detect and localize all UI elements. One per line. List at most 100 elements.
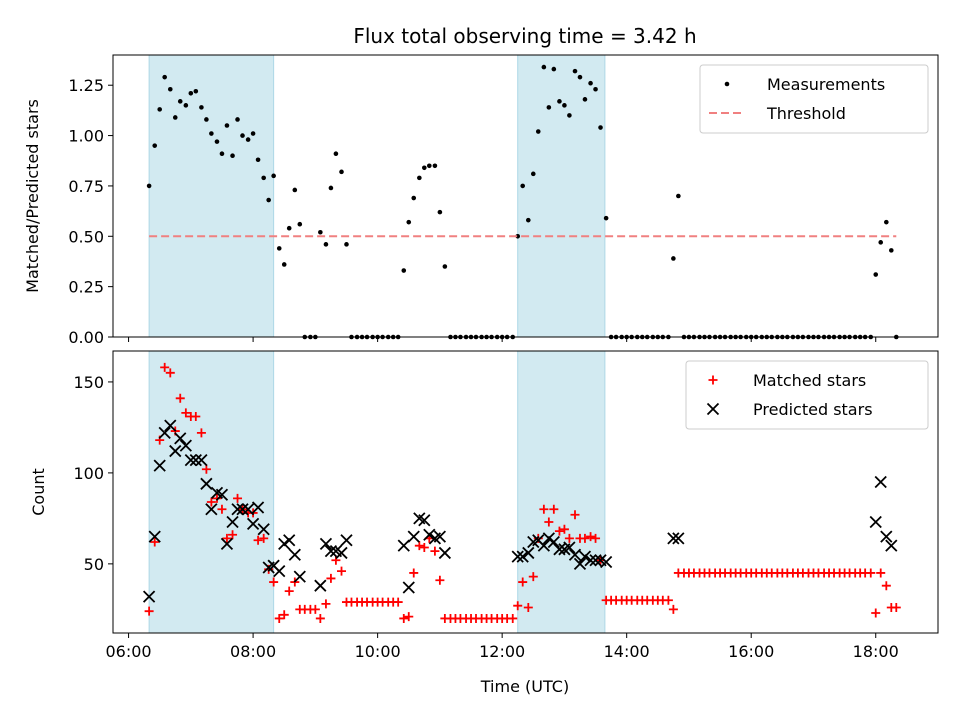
bottom-y-axis-label: Count <box>29 468 48 516</box>
top-y-tick-label: 0.75 <box>68 177 104 196</box>
bottom-predicted-stars-point <box>874 475 887 489</box>
top-measurements-point <box>292 187 298 193</box>
bottom-predicted-stars-point <box>423 528 436 541</box>
bottom-x-tick-label: 14:00 <box>604 642 650 661</box>
top-measurements-point <box>219 151 225 156</box>
bottom-predicted-stars-point <box>174 432 187 445</box>
bottom-legend-predicted-stars-label: Predicted stars <box>753 400 873 419</box>
bottom-matched-stars-point <box>539 504 549 514</box>
bottom-predicted-stars-point <box>153 459 166 472</box>
top-measurements-point <box>162 74 167 80</box>
top-measurements-point <box>526 217 531 223</box>
bottom-matched-stars-point <box>570 510 580 520</box>
bottom-matched-stars-point <box>201 464 211 474</box>
bottom-predicted-stars-point <box>231 503 244 516</box>
top-measurements-point <box>432 163 438 169</box>
bottom-predicted-stars-point <box>433 530 447 543</box>
bottom-predicted-stars-point <box>246 517 260 530</box>
bottom-x-tick-label: 18:00 <box>853 642 899 661</box>
bottom-predicted-stars-point <box>293 570 306 583</box>
top-measurements-point <box>567 113 572 118</box>
top-measurements-point <box>276 246 282 251</box>
top-measurements-point <box>245 137 251 142</box>
top-y-tick-label: 0.25 <box>68 278 104 297</box>
top-y-tick-label: 1.00 <box>68 127 104 146</box>
bottom-x-axis: 06:00 08:00 10:00 12:00 14:00 16:00 18:00 <box>106 633 899 661</box>
bottom-predicted-stars-point <box>672 532 685 545</box>
bottom-matched-stars-point <box>337 566 347 576</box>
bottom-predicted-stars-point <box>340 534 353 547</box>
bottom-matched-stars-point <box>409 568 419 578</box>
top-measurements-point <box>411 195 417 201</box>
bottom-predicted-stars-point <box>148 530 161 543</box>
bottom-matched-stars-point <box>591 533 601 543</box>
top-legend-measurements-label: Measurements <box>767 75 885 94</box>
top-measurements-point <box>167 86 173 92</box>
bottom-predicted-stars-point <box>568 548 582 561</box>
bottom-matched-stars-point <box>663 595 673 605</box>
top-measurements-point <box>271 173 276 179</box>
bottom-matched-stars-point <box>876 568 886 578</box>
bottom-matched-stars-point <box>586 532 596 542</box>
bottom-matched-stars-point <box>233 493 243 503</box>
bottom-predicted-stars-point <box>589 554 602 567</box>
top-y-axis: 0.00 0.25 0.50 0.75 1.00 1.25 <box>68 76 113 347</box>
bottom-shaded-interval-0 <box>148 350 275 634</box>
bottom-x-axis-label: Time (UTC) <box>480 677 569 696</box>
bottom-predicted-stars-point <box>158 426 171 440</box>
top-measurements-point <box>427 163 432 169</box>
top-measurements-point <box>530 171 536 177</box>
bottom-matched-stars-point <box>150 537 160 547</box>
bottom-matched-stars-point <box>881 581 891 591</box>
bottom-legend-matched-stars-label: Matched stars <box>753 371 866 390</box>
bottom-predicted-stars-point <box>169 444 182 458</box>
bottom-y-tick-label: 150 <box>73 373 104 392</box>
top-measurements-point <box>878 240 884 245</box>
bottom-predicted-stars-point <box>142 590 156 603</box>
bottom-predicted-stars-point <box>288 548 301 561</box>
top-measurements-point <box>520 183 525 189</box>
bottom-predicted-stars-point <box>885 539 898 552</box>
bottom-predicted-stars-point <box>578 550 592 563</box>
bottom-predicted-stars-point <box>236 503 249 516</box>
top-measurements-point <box>546 105 552 110</box>
top-measurements-point <box>598 125 603 130</box>
bottom-predicted-stars-point <box>220 537 234 550</box>
top-measurements-point <box>676 193 681 199</box>
bottom-y-tick-label: 50 <box>84 555 104 574</box>
bottom-predicted-stars-point <box>599 555 613 569</box>
bottom-x-tick-label: 08:00 <box>230 642 276 661</box>
bottom-matched-stars-point <box>326 573 336 583</box>
top-measurements-point <box>266 197 271 203</box>
top-measurements-point <box>224 123 230 128</box>
top-measurements-point <box>152 143 158 148</box>
bottom-matched-stars-point <box>404 612 414 622</box>
top-measurements-point <box>328 185 334 191</box>
top-y-axis-label: Matched/Predicted stars <box>23 99 42 293</box>
bottom-panel: 50 100 150 06:00 08:00 10:00 12:00 14:00 16:00 1… <box>29 350 939 696</box>
top-measurements-point <box>417 175 422 181</box>
bottom-predicted-stars-point <box>184 454 197 467</box>
bottom-x-tick-label: 10:00 <box>355 642 401 661</box>
bottom-predicted-stars-point <box>418 514 431 527</box>
bottom-matched-stars-point <box>274 613 284 623</box>
bottom-predicted-stars-point <box>563 541 576 554</box>
bottom-matched-stars-point <box>217 504 227 514</box>
bottom-matched-stars-point <box>580 533 590 543</box>
bottom-matched-stars-point <box>269 577 279 587</box>
bottom-matched-stars-point <box>315 613 325 623</box>
bottom-predicted-stars-point <box>869 515 882 529</box>
bottom-legend-matched-stars-marker <box>708 375 718 385</box>
bottom-predicted-stars-point <box>205 503 218 516</box>
bottom-matched-stars-point <box>430 546 440 556</box>
bottom-matched-stars-point <box>866 568 876 578</box>
bottom-matched-stars-point <box>668 604 678 614</box>
bottom-predicted-stars-point <box>179 439 192 452</box>
bottom-predicted-stars-point <box>880 530 893 543</box>
top-measurements-point <box>572 68 578 74</box>
bottom-predicted-stars-point <box>402 581 415 594</box>
top-measurements-point <box>582 97 588 102</box>
bottom-predicted-stars-point <box>278 537 291 550</box>
top-measurements-point <box>230 153 235 159</box>
bottom-predicted-stars-point <box>189 454 202 467</box>
